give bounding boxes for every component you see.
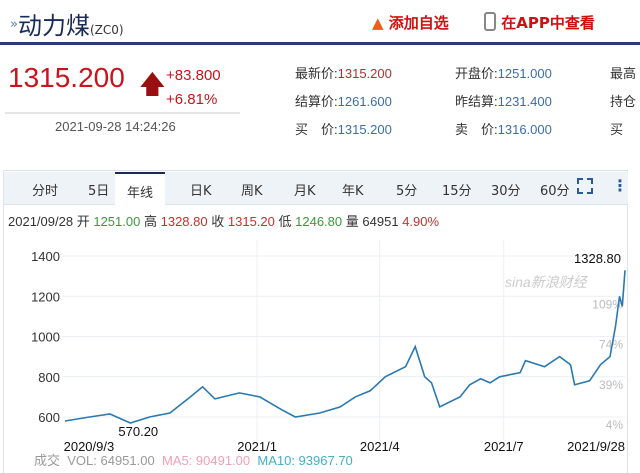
fullscreen-icon[interactable] [577, 178, 593, 194]
min-price-label: 570.20 [118, 424, 158, 439]
field-value: 1251.000 [497, 66, 552, 81]
right-tick-label: 39% [599, 378, 623, 392]
tab-9[interactable]: 30分 [491, 184, 521, 199]
divider [5, 112, 240, 114]
y-tick-label: 1200 [31, 289, 60, 304]
x-tick-label: 2021/9/28 [567, 439, 625, 454]
watermark-logo: sina新浪财经 [505, 274, 589, 290]
price-change: +83.800 [166, 67, 221, 84]
low-label: 低 [278, 214, 292, 229]
add-watchlist-button[interactable]: ▲ 添加自选 [372, 12, 449, 33]
field-label: 卖 价: [455, 122, 498, 137]
quote-field: 持仓 [610, 91, 636, 110]
quote-field: 卖 价:1316.000 [455, 119, 552, 138]
quote-field: 最高 [610, 63, 636, 82]
pct-value: 4.90% [402, 214, 440, 229]
flame-icon: ▲ [372, 14, 384, 32]
header-divider [0, 42, 640, 45]
open-value: 1251.00 [93, 214, 141, 229]
right-tick-label: 4% [606, 418, 624, 432]
tab-0[interactable]: 分时 [32, 184, 59, 199]
view-in-app-button[interactable]: 在APP中查看 [484, 12, 595, 33]
quote-field: 开盘价:1251.000 [455, 63, 552, 82]
volume-title: 成交 [34, 453, 61, 468]
x-tick-label: 2021/1 [237, 439, 277, 454]
tab-1[interactable]: 5日 [88, 184, 110, 199]
field-label: 最高 [610, 66, 637, 81]
high-value: 1328.80 [160, 214, 208, 229]
volume-value: 64951 [362, 214, 399, 229]
symbol-code: (ZC0) [89, 23, 124, 37]
volume-label: 量 [345, 214, 359, 229]
y-tick-label: 1000 [31, 330, 60, 345]
max-price-label: 1328.80 [574, 251, 621, 266]
quote-field: 买 [610, 119, 623, 138]
right-tick-label: 109% [592, 297, 623, 311]
ma10-value: MA10: 93967.70 [257, 453, 353, 468]
high-label: 高 [143, 214, 157, 229]
field-label: 买 价: [295, 122, 338, 137]
field-label: 持仓 [610, 94, 637, 109]
timestamp: 2021-09-28 14:24:26 [55, 119, 176, 134]
ma5-value: MA5: 90491.00 [161, 453, 251, 468]
view-in-app-label: 在APP中查看 [501, 14, 595, 32]
ohlc-info: 2021/09/28 开 1251.00 高 1328.80 收 1315.20… [8, 211, 439, 230]
x-tick-label: 2021/4 [360, 439, 400, 454]
open-label: 开 [76, 214, 90, 229]
y-tick-label: 800 [38, 370, 60, 385]
field-label: 结算价: [295, 94, 338, 109]
vol-value: VOL: 64951.00 [67, 453, 155, 468]
info-date: 2021/09/28 [8, 214, 74, 229]
field-label: 买 [610, 122, 624, 137]
field-label: 开盘价: [455, 66, 498, 81]
right-tick-label: 74% [599, 338, 623, 352]
price-change-pct: +6.81% [166, 91, 218, 108]
volume-info: 成交 VOL: 64951.00 MA5: 90491.00 MA10: 939… [34, 450, 353, 469]
double-chevron-icon: » [10, 17, 18, 32]
close-label: 收 [211, 214, 225, 229]
tab-3[interactable]: 日K [190, 184, 212, 199]
chart-panel [3, 170, 628, 473]
phone-icon [484, 12, 496, 31]
price-line [64, 270, 626, 424]
up-arrow-icon: 🡅 [139, 70, 166, 100]
more-options-icon[interactable]: ⋮ [612, 176, 628, 195]
x-tick-label: 2020/9/3 [64, 439, 115, 454]
field-label: 昨结算: [455, 94, 498, 109]
y-tick-label: 600 [38, 410, 60, 425]
tab-6[interactable]: 年K [342, 184, 364, 199]
tab-5[interactable]: 月K [294, 184, 316, 199]
x-tick-label: 2021/7 [484, 439, 524, 454]
low-value: 1246.80 [295, 214, 343, 229]
quote-field: 结算价:1261.600 [295, 91, 392, 110]
field-value: 1315.200 [337, 122, 392, 137]
last-price: 1315.200 [8, 62, 125, 93]
quote-field: 最新价:1315.200 [295, 63, 392, 82]
title-text: 动力煤 [17, 12, 90, 40]
close-value: 1315.20 [227, 214, 275, 229]
chart-tabs: 分时 5日 年线 日K 周K 月K 年K 5分 15分 30分 60分 [4, 172, 628, 206]
tab-10[interactable]: 60分 [540, 184, 570, 199]
page-title: »动力煤(ZC0) [10, 6, 124, 41]
field-value: 1231.400 [497, 94, 552, 109]
field-value: 1261.600 [337, 94, 392, 109]
tab-8[interactable]: 15分 [442, 184, 472, 199]
quote-field: 买 价:1315.200 [295, 119, 392, 138]
field-value: 1316.000 [497, 122, 552, 137]
add-watchlist-label: 添加自选 [388, 14, 449, 32]
field-value: 1315.200 [337, 66, 392, 81]
field-label: 最新价: [295, 66, 338, 81]
tab-7[interactable]: 5分 [396, 184, 418, 199]
y-tick-label: 1400 [31, 249, 60, 264]
tab-4[interactable]: 周K [241, 184, 263, 199]
quote-field: 昨结算:1231.400 [455, 91, 552, 110]
tab-2[interactable]: 年线 [115, 172, 166, 206]
